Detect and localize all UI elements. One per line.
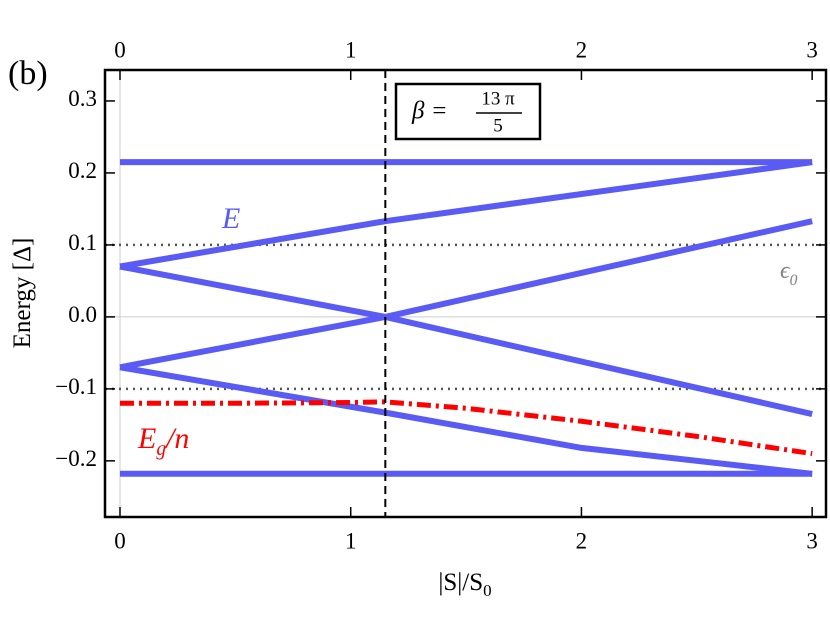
annotation-sub: 0 (790, 272, 798, 289)
x-tick-label: 2 (576, 528, 588, 553)
y-tick-label: −0.2 (55, 446, 97, 471)
x-tick-label-top: 2 (576, 37, 588, 62)
y-tick-label: 0.0 (68, 302, 97, 327)
series-line (119, 364, 813, 477)
x-tick-label-top: 0 (114, 37, 126, 62)
annotation-text: E (137, 422, 156, 455)
series-line (119, 399, 813, 457)
series-line (119, 159, 813, 270)
x-tick-label-top: 1 (345, 37, 357, 62)
annotation-text: E (221, 202, 240, 235)
panel-label: (b) (8, 55, 48, 92)
y-tick-label: 0.1 (68, 230, 97, 255)
x-tick-label: 3 (806, 528, 818, 553)
annotation: Eg/n (137, 422, 189, 460)
annotation: ϵ0 (780, 258, 798, 289)
y-axis-label: Energy [Δ] (9, 238, 36, 349)
series-line (119, 263, 813, 417)
beta-denominator: 5 (493, 115, 503, 136)
annotation-sub: g (156, 439, 166, 460)
x-tick-label-top: 3 (806, 37, 818, 62)
series-line (119, 218, 813, 371)
annotation-text: ϵ (780, 258, 791, 284)
annotation-rest: /n (164, 422, 189, 455)
y-tick-label: 0.3 (68, 86, 97, 111)
x-tick-label: 1 (345, 528, 357, 553)
beta-numerator: 13 π (481, 88, 515, 109)
beta-lhs: β = (411, 98, 448, 125)
beta-box (394, 82, 542, 141)
plot-frame (103, 68, 828, 519)
y-tick-label: −0.1 (55, 374, 97, 399)
annotation: E (221, 202, 240, 235)
x-tick-label: 0 (114, 528, 126, 553)
x-axis-label: |S|/S0 (438, 569, 491, 600)
y-tick-label: 0.2 (68, 158, 97, 183)
